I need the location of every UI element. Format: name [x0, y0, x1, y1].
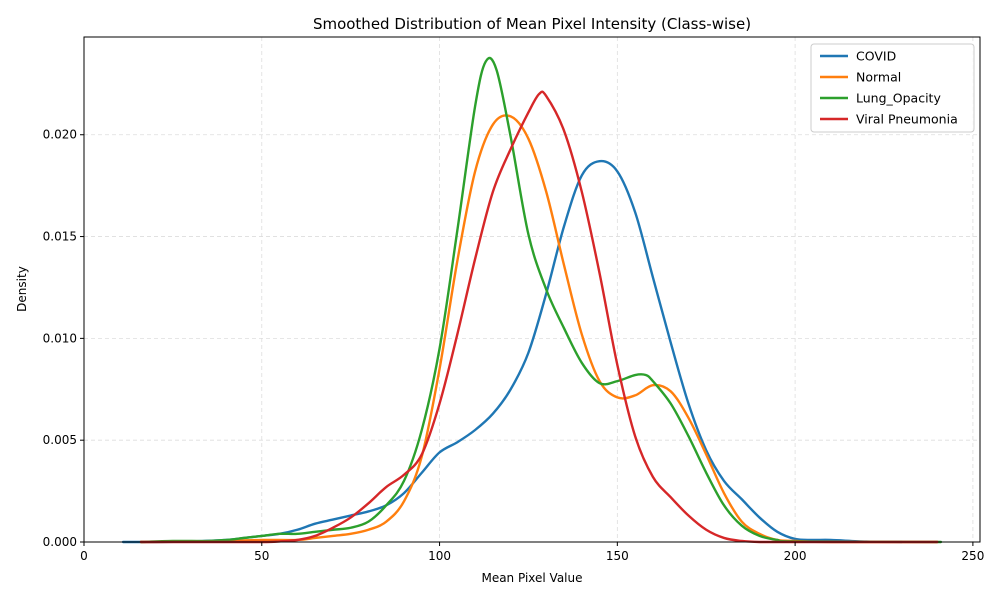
legend-label-normal: Normal [856, 70, 901, 85]
y-tick-label: 0.010 [43, 331, 77, 345]
legend-label-lung-opacity: Lung_Opacity [856, 91, 941, 106]
y-tick-label: 0.000 [43, 535, 77, 549]
legend-label-covid: COVID [856, 49, 896, 64]
y-tick-label: 0.005 [43, 433, 77, 447]
x-tick-label: 50 [254, 549, 269, 563]
plot-area-frame [83, 36, 981, 543]
y-tick-label: 0.015 [43, 230, 77, 244]
x-tick-label: 0 [80, 549, 88, 563]
series-line-lung-opacity [139, 56, 943, 544]
x-axis-title: Mean Pixel Value [481, 571, 582, 585]
series-line-covid [121, 159, 903, 544]
x-tick-label: 250 [961, 549, 984, 563]
x-tick-label: 200 [784, 549, 807, 563]
legend-box [810, 43, 975, 133]
x-tick-label: 150 [606, 549, 629, 563]
y-tick-label: 0.020 [43, 128, 77, 142]
x-tick-label: 100 [428, 549, 451, 563]
chart-title: Smoothed Distribution of Mean Pixel Inte… [313, 15, 751, 33]
y-axis-ticks: 0.000 0.005 0.010 0.015 0.020 [43, 128, 84, 549]
legend: COVID Normal Lung_Opacity Viral Pneumonia [810, 43, 975, 133]
legend-label-viral-pneumonia: Viral Pneumonia [856, 112, 958, 127]
y-axis-title: Density [15, 266, 29, 312]
series-line-viral-pneumonia [139, 90, 939, 544]
series-lines [121, 56, 943, 544]
x-axis-ticks: 0 50 100 150 200 250 [80, 542, 984, 563]
series-line-normal [139, 114, 939, 544]
